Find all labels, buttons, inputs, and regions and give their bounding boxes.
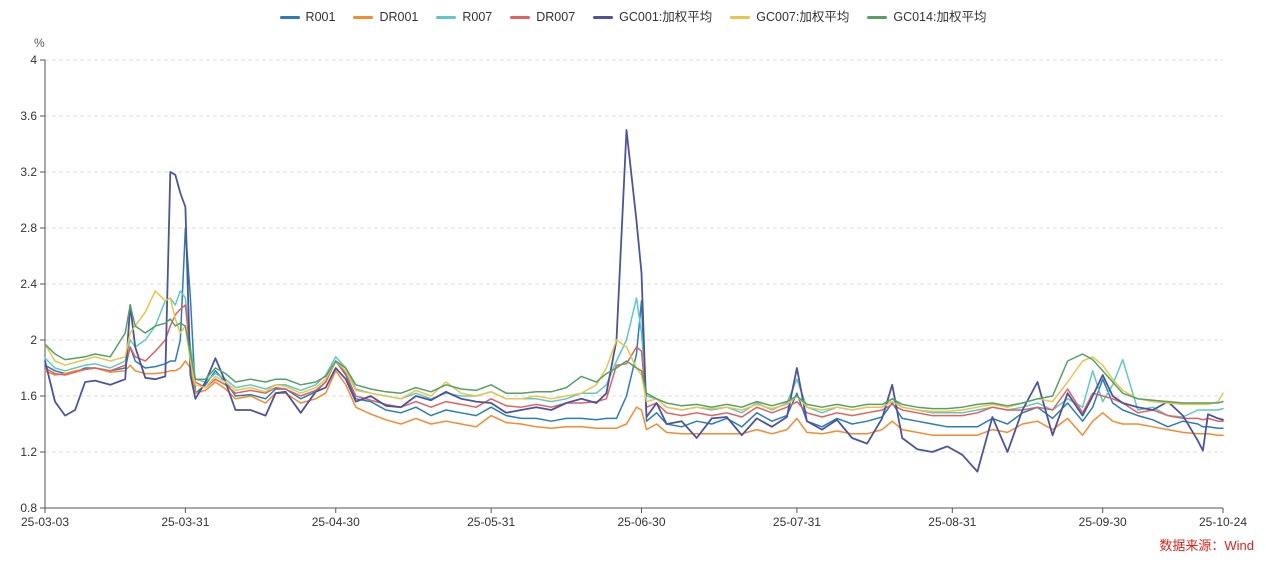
- y-tick-label: 3.6: [20, 109, 37, 123]
- y-tick-label: 2.4: [20, 277, 37, 291]
- y-tick-label: 1.6: [20, 389, 37, 403]
- x-tick-label: 25-08-31: [928, 515, 976, 529]
- legend-swatch-icon: [593, 15, 614, 19]
- legend-swatch-icon: [730, 15, 751, 19]
- series-line-gc014: [44, 304, 1224, 410]
- legend-item-label: R007: [462, 10, 493, 24]
- x-tick-label: 25-04-30: [312, 515, 360, 529]
- legend-item-gc001[interactable]: GC001:加权平均: [593, 9, 712, 25]
- series-line-r001: [44, 227, 1224, 429]
- legend-item-label: GC001:加权平均: [619, 10, 713, 24]
- legend-swatch-icon: [353, 15, 374, 19]
- x-tick-label: 25-06-30: [617, 515, 665, 529]
- legend-item-gc007[interactable]: GC007:加权平均: [730, 9, 849, 25]
- legend-item-label: GC007:加权平均: [756, 10, 850, 24]
- legend-item-dr007[interactable]: DR007: [510, 9, 575, 25]
- x-tick-label: 25-05-31: [467, 515, 515, 529]
- legend-item-label: GC014:加权平均: [893, 10, 987, 24]
- legend-swatch-icon: [867, 15, 888, 19]
- legend-swatch-icon: [510, 15, 531, 19]
- data-source-note: 数据来源：Wind: [1159, 538, 1254, 553]
- series-line-gc001: [44, 129, 1224, 473]
- x-tick-label: 25-09-30: [1079, 515, 1127, 529]
- y-tick-label: 4: [30, 53, 37, 67]
- legend-swatch-icon: [279, 15, 300, 19]
- y-tick-label: 1.2: [20, 445, 37, 459]
- legend-item-r001[interactable]: R001: [279, 9, 336, 25]
- legend-swatch-icon: [436, 15, 457, 19]
- series-line-dr001: [44, 360, 1224, 436]
- series-line-r007: [44, 290, 1224, 418]
- y-tick-label: 2: [30, 333, 37, 347]
- legend-item-r007[interactable]: R007: [436, 9, 492, 25]
- y-tick-label: 0.8: [20, 501, 37, 515]
- legend-item-label: R001: [305, 10, 336, 24]
- x-tick-label: 25-03-03: [21, 515, 69, 529]
- legend-item-gc014[interactable]: GC014:加权平均: [867, 9, 986, 25]
- y-axis-unit-label: %: [34, 36, 45, 50]
- legend-item-label: DR007: [536, 10, 576, 24]
- x-tick-label: 25-10-24: [1199, 515, 1247, 529]
- chart-legend: R001 DR001 R007 DR007 GC001:加权平均 GC007:加权平均 GC…: [0, 9, 1266, 25]
- x-tick-label: 25-03-31: [161, 515, 209, 529]
- y-tick-label: 3.2: [20, 165, 37, 179]
- series-line-dr007: [44, 304, 1224, 422]
- legend-item-label: DR001: [379, 10, 419, 24]
- y-tick-label: 2.8: [20, 221, 37, 235]
- legend-item-dr001[interactable]: DR001: [353, 9, 418, 25]
- x-tick-label: 25-07-31: [773, 515, 821, 529]
